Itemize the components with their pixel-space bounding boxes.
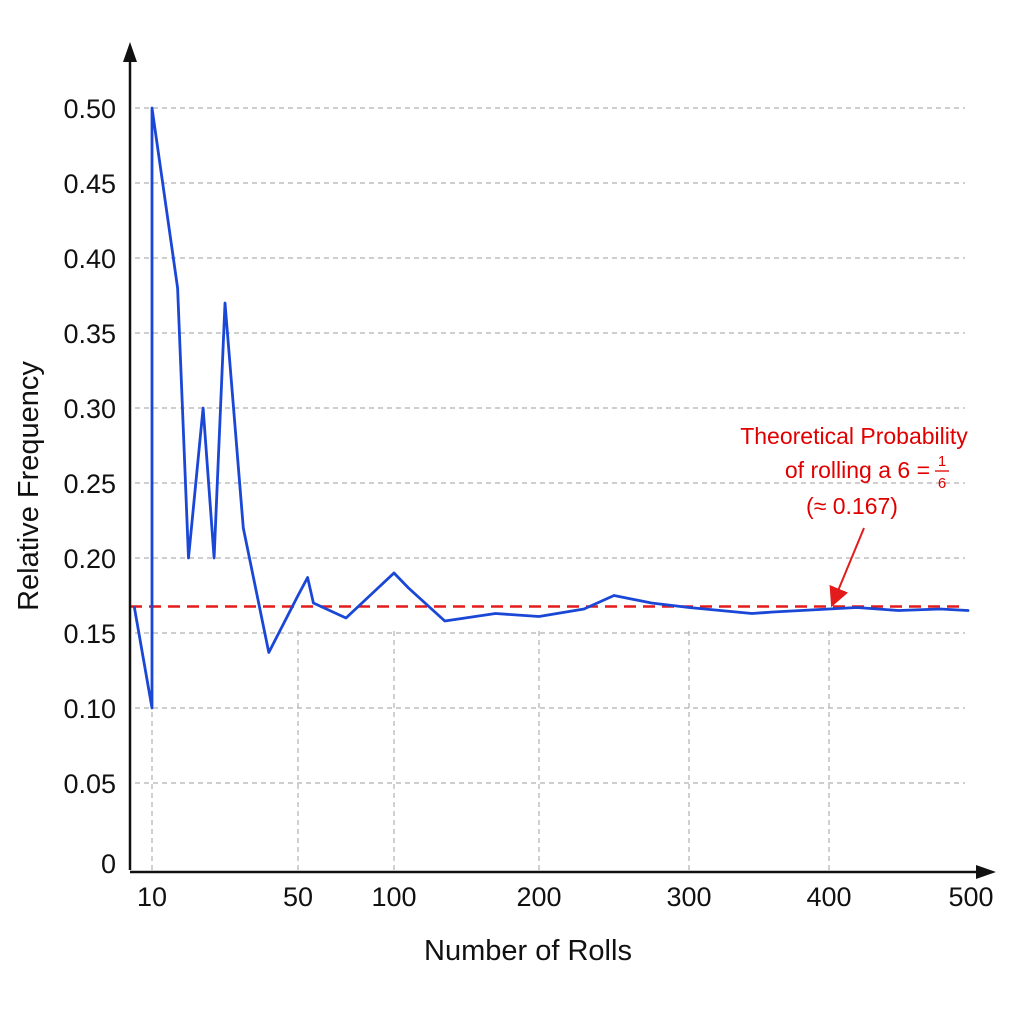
x-tick-label: 300 <box>666 882 711 912</box>
series-group <box>132 106 970 710</box>
y-tick-label: 0.30 <box>63 394 116 424</box>
annotation-fraction-denominator: 6 <box>938 475 946 492</box>
annotation-line-3: (≈ 0.167) <box>806 493 898 519</box>
annotation-arrow <box>829 527 865 608</box>
y-tick-labels: 0 0.05 0.10 0.15 0.20 0.25 0.30 0.35 0.40 0.45 0.5… <box>63 94 116 879</box>
grid-lines <box>135 107 965 870</box>
y-tick-label: 0 <box>101 849 116 879</box>
relative-frequency-line <box>132 106 970 710</box>
annotation-line-2: of rolling a 6 = <box>785 457 930 483</box>
x-tick-label: 50 <box>283 882 313 912</box>
y-tick-label: 0.45 <box>63 169 116 199</box>
y-axis-arrow <box>123 42 137 62</box>
x-axis-title: Number of Rolls <box>424 935 632 967</box>
y-tick-label: 0.15 <box>63 619 116 649</box>
y-tick-label: 0.20 <box>63 544 116 574</box>
x-tick-label: 10 <box>137 882 167 912</box>
y-tick-label: 0.35 <box>63 319 116 349</box>
y-tick-label: 0.10 <box>63 694 116 724</box>
x-tick-label: 400 <box>806 882 851 912</box>
x-axis-arrow <box>976 865 996 879</box>
x-tick-label: 100 <box>371 882 416 912</box>
y-tick-label: 0.05 <box>63 769 116 799</box>
y-tick-label: 0.50 <box>63 94 116 124</box>
x-tick-labels: 10 50 100 200 300 400 500 <box>137 882 994 912</box>
annotation-line-1: Theoretical Probability <box>740 423 968 449</box>
axes <box>123 42 996 879</box>
y-axis-title: Relative Frequency <box>13 361 45 611</box>
y-tick-label: 0.40 <box>63 244 116 274</box>
annotation-fraction-numerator: 1 <box>938 453 946 470</box>
x-tick-label: 500 <box>948 882 993 912</box>
theoretical-probability-annotation: Theoretical Probability of rolling a 6 =… <box>740 423 968 608</box>
x-tick-label: 200 <box>516 882 561 912</box>
y-tick-label: 0.25 <box>63 469 116 499</box>
